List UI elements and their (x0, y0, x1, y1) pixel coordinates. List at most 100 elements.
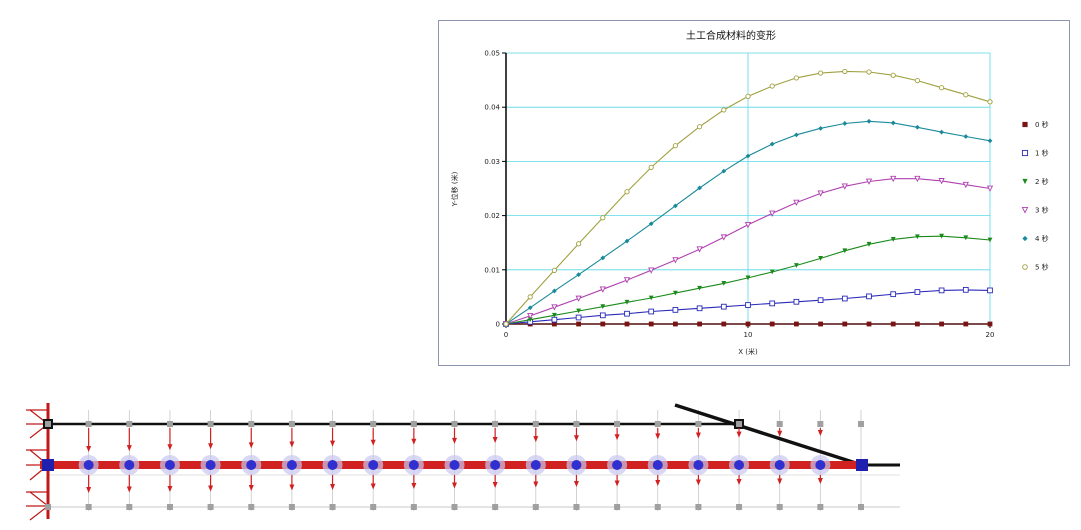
data-point (503, 321, 509, 327)
load-arrowhead-upper (614, 434, 620, 441)
left-anchor-node (42, 459, 54, 471)
x-axis-title: X (米) (738, 347, 758, 356)
data-point (673, 321, 678, 327)
load-arrowhead-lower (208, 485, 214, 492)
data-point (673, 203, 678, 209)
data-point (915, 234, 920, 240)
series-0 (503, 321, 993, 327)
data-point (623, 277, 631, 284)
load-arrowhead-lower (655, 480, 661, 486)
top-gray-node (370, 421, 377, 427)
data-point (769, 269, 775, 275)
data-point (769, 321, 775, 327)
y-tick-label: 0.03 (484, 158, 500, 166)
data-point (987, 321, 993, 327)
data-point (552, 321, 557, 327)
top-gray-node (329, 421, 336, 427)
bottom-gray-node (451, 504, 458, 510)
data-point (794, 263, 799, 268)
top-gray-node (695, 421, 702, 427)
data-point (745, 302, 751, 308)
data-point (817, 297, 824, 304)
load-arrowhead-upper (86, 446, 92, 452)
bottom-gray-node (532, 504, 539, 510)
load-arrowhead-upper (330, 440, 336, 447)
bottom-gray-node (776, 504, 783, 510)
geogrid-node (164, 460, 175, 470)
series-1 (503, 287, 993, 327)
data-point (842, 68, 848, 75)
data-point (696, 305, 703, 312)
bottom-gray-node (370, 504, 377, 510)
data-point (600, 215, 606, 221)
x-tick-label: 20 (986, 331, 995, 339)
geogrid-node (774, 460, 785, 470)
data-point (842, 121, 848, 126)
data-point (721, 321, 727, 327)
data-point (599, 312, 606, 319)
legend-label: 4 秒 (1035, 234, 1049, 243)
geogrid-node (83, 460, 94, 470)
load-arrowhead-lower (533, 481, 539, 488)
data-point (648, 295, 654, 301)
data-point (987, 99, 993, 105)
geogrid-node (815, 460, 826, 470)
geogrid-node (124, 460, 135, 470)
data-point (987, 138, 993, 144)
load-arrowhead-upper (370, 439, 376, 446)
top-gray-node (532, 421, 539, 427)
data-point (794, 321, 799, 327)
data-point (890, 72, 896, 78)
load-arrowhead-lower (248, 485, 254, 491)
data-point (793, 298, 800, 305)
data-point (866, 321, 872, 327)
load-arrowhead-lower (167, 486, 173, 492)
data-point (696, 124, 703, 130)
geogrid-node (449, 460, 460, 470)
load-arrowhead-lower (695, 479, 701, 486)
data-point (721, 107, 727, 113)
data-point (866, 293, 872, 300)
data-point (890, 291, 897, 298)
load-arrowhead-upper (411, 438, 417, 445)
data-point (890, 120, 896, 126)
top-gray-node (858, 421, 864, 427)
load-arrowhead-lower (777, 478, 783, 485)
data-point (987, 287, 993, 294)
data-point (673, 290, 678, 296)
grid (506, 52, 991, 324)
load-arrowhead-upper (452, 437, 457, 444)
load-arrowhead-lower (573, 481, 579, 487)
x-tick-label: 0 (504, 331, 508, 339)
data-point (938, 287, 945, 294)
data-point (769, 83, 775, 89)
data-point (745, 275, 751, 281)
legend-label: 0 秒 (1035, 120, 1049, 129)
top-gray-node (166, 421, 173, 427)
y-tick-label: 0.04 (484, 104, 500, 112)
top-gray-node (207, 421, 214, 427)
load-arrowhead-upper (817, 430, 823, 436)
data-point (866, 241, 872, 247)
deformation-chart: 土工合成材料的变形 0 0.01 0.02 0.03 0.04 0.05 0 10 20 0 秒… (450, 29, 1049, 356)
data-point (552, 288, 557, 294)
data-point (793, 199, 800, 206)
series-4 (503, 118, 993, 327)
data-point (600, 255, 606, 261)
top-gray-node (288, 421, 295, 427)
legend-label: 5 秒 (1035, 263, 1049, 272)
data-point (624, 238, 630, 244)
data-point (915, 321, 920, 327)
legend: 0 秒 1 秒 2 秒 3 秒 4 秒 5 秒 (1021, 120, 1049, 272)
support-arrow (26, 491, 49, 521)
bottom-gray-node (329, 504, 336, 510)
data-point (527, 305, 533, 311)
data-point (576, 308, 581, 314)
geogrid-node (734, 460, 745, 470)
data-point (575, 241, 582, 247)
data-point (794, 132, 799, 138)
data-point (842, 321, 848, 327)
top-gray-node (776, 421, 783, 427)
load-arrowhead-upper (208, 443, 214, 450)
load-arrowhead-lower (411, 483, 417, 489)
